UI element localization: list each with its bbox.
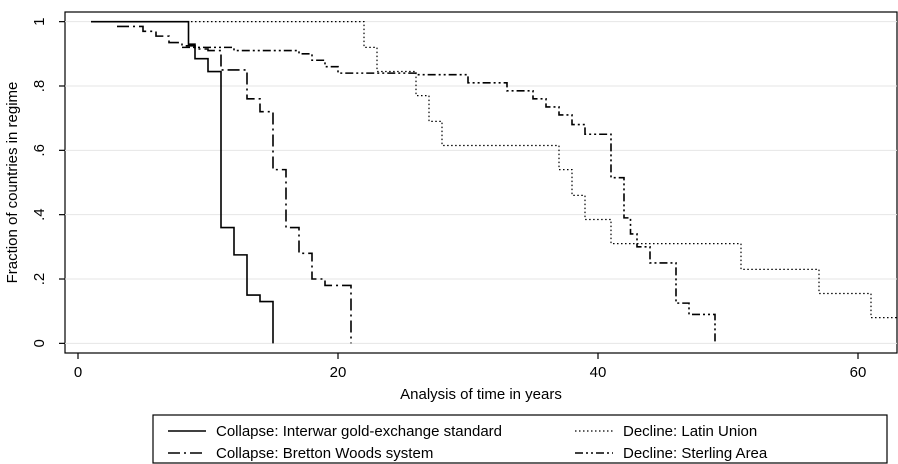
y-axis-label: Fraction of countries in regime — [4, 82, 21, 284]
legend-label-1: Collapse: Interwar gold-exchange standar… — [216, 423, 502, 440]
y-tick-label: .6 — [31, 144, 48, 157]
y-tick-label: .4 — [31, 208, 48, 221]
x-tick-label: 20 — [330, 364, 347, 381]
y-tick-label: 1 — [31, 17, 48, 25]
legend-box — [152, 414, 888, 464]
series-layer — [91, 20, 897, 344]
legend: Collapse: Interwar gold-exchange standar… — [152, 414, 888, 464]
series-line-1 — [91, 20, 274, 344]
plot-border — [64, 11, 898, 354]
series-line-2 — [117, 25, 352, 344]
legend-label-4: Decline: Sterling Area — [623, 445, 768, 462]
series-line-3 — [91, 21, 897, 319]
axes: 0 .2 .4 .6 .8 1 0 20 40 60 — [31, 17, 866, 381]
y-tick-label: .8 — [31, 80, 48, 93]
x-axis-label: Analysis of time in years — [400, 386, 562, 403]
y-gridlines — [65, 21, 897, 344]
x-tick-label: 60 — [850, 364, 867, 381]
y-tick-label: 0 — [31, 339, 48, 347]
legend-label-2: Collapse: Bretton Woods system — [216, 445, 433, 462]
x-tick-label: 40 — [590, 364, 607, 381]
legend-label-3: Decline: Latin Union — [623, 423, 757, 440]
y-tick-label: .2 — [31, 273, 48, 286]
series-line-4 — [182, 46, 716, 344]
plot-area — [64, 11, 898, 354]
x-tick-label: 0 — [74, 364, 82, 381]
